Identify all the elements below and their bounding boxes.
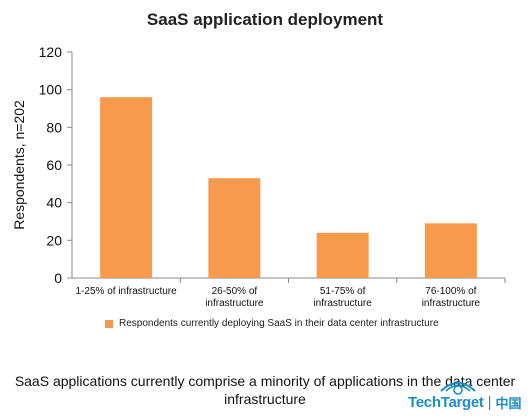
x-tick-label: infrastructure (313, 298, 372, 309)
y-tick-label: 120 (39, 44, 63, 60)
x-tick-label: 76-100% of (425, 286, 476, 297)
y-tick-label: 40 (46, 195, 62, 211)
legend-swatch (105, 319, 113, 328)
y-axis-label: Respondents, n=202 (11, 100, 27, 230)
eye-icon (440, 382, 476, 395)
x-tick-label: infrastructure (422, 298, 481, 309)
legend-label: Respondents currently deploying SaaS in … (119, 318, 439, 329)
y-tick-label: 80 (46, 119, 62, 135)
bar (100, 97, 153, 278)
techtarget-logo: TechTarget | 中国 (408, 382, 522, 412)
y-tick-label: 60 (46, 157, 62, 173)
logo-text: TechTarget (408, 394, 484, 411)
x-tick-label: 51-75% of (320, 286, 366, 297)
chart-title: SaaS application deployment (146, 10, 384, 29)
chart-legend: Respondents currently deploying SaaS in … (105, 318, 439, 329)
bar (424, 223, 477, 278)
y-tick-label: 100 (39, 82, 63, 98)
logo-cn-text: 中国 (495, 396, 522, 411)
bar (316, 232, 369, 278)
x-tick-label: 26-50% of (212, 286, 258, 297)
y-tick-label: 20 (46, 232, 62, 248)
logo-separator: | (487, 394, 492, 411)
caption: SaaS applications currently comprise a m… (14, 373, 516, 407)
y-tick-label: 0 (54, 270, 62, 286)
x-tick-label: 1-25% of infrastructure (76, 286, 178, 297)
x-tick-label: infrastructure (205, 298, 264, 309)
bar (208, 178, 261, 278)
